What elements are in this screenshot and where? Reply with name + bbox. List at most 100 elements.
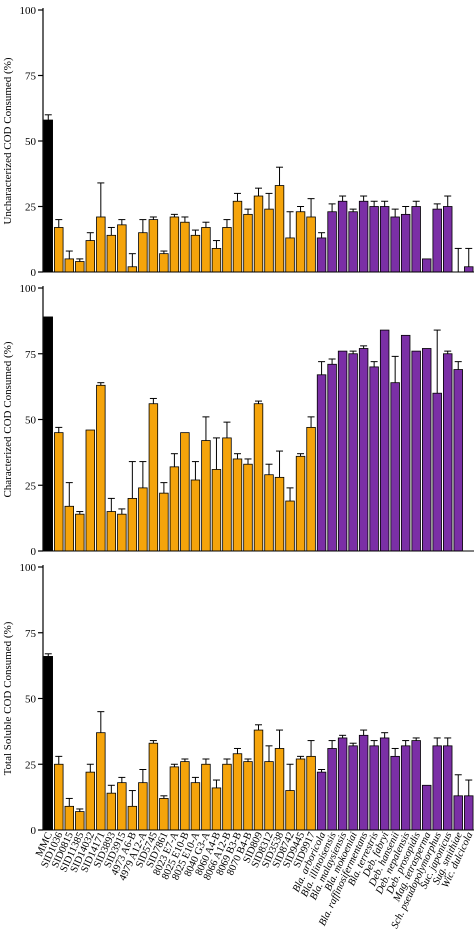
bar-panel2-5 bbox=[96, 384, 106, 552]
bar-panel2-11 bbox=[159, 492, 169, 552]
bar-panel2-21 bbox=[264, 474, 274, 552]
bar-panel2-20 bbox=[253, 403, 264, 552]
bar-panel1-18 bbox=[232, 200, 243, 273]
bar-panel1-14 bbox=[190, 234, 201, 273]
bar-panel2-12 bbox=[169, 466, 180, 552]
bar-panel1-12 bbox=[169, 216, 180, 273]
bar-panel1-29 bbox=[348, 211, 358, 273]
bar-panel1-11 bbox=[159, 253, 169, 273]
bar-panel2-27 bbox=[327, 363, 337, 552]
bar-panel1-28 bbox=[337, 200, 348, 273]
bar-panel2-35 bbox=[411, 350, 421, 552]
bar-panel1-27 bbox=[327, 211, 337, 273]
bar-panel3-11 bbox=[159, 798, 169, 831]
bar-panel3-15 bbox=[201, 763, 211, 831]
y-tick-label-panel1-100: 100 bbox=[20, 5, 37, 17]
bar-panel1-37 bbox=[432, 208, 442, 273]
bar-panel3-36 bbox=[421, 784, 432, 831]
bar-panel1-13 bbox=[180, 221, 190, 273]
bar-panel1-16 bbox=[211, 248, 222, 273]
bar-panel2-14 bbox=[190, 479, 201, 552]
bar-panel1-40 bbox=[464, 266, 474, 273]
bar-panel3-31 bbox=[369, 745, 379, 831]
bar-panel3-6 bbox=[106, 792, 117, 831]
bar-panel3-33 bbox=[390, 755, 400, 831]
bar-panel2-34 bbox=[400, 334, 411, 552]
bar-panel2-37 bbox=[432, 392, 442, 552]
bar-panel3-37 bbox=[432, 745, 442, 831]
bar-panel2-17 bbox=[222, 437, 232, 552]
bar-panel2-22 bbox=[274, 476, 285, 552]
bar-panel2-8 bbox=[127, 497, 138, 552]
y-tick-label-panel2-100: 100 bbox=[20, 283, 37, 295]
bar-panel3-1 bbox=[54, 763, 64, 831]
bar-panel2-6 bbox=[106, 511, 117, 552]
bar-panel3-23 bbox=[285, 790, 295, 831]
bar-panel1-30 bbox=[358, 200, 369, 273]
bar-panel1-0 bbox=[43, 119, 53, 273]
bar-panel3-4 bbox=[85, 771, 96, 831]
y-tick-label-panel3-100: 100 bbox=[20, 562, 37, 574]
bar-panel1-4 bbox=[85, 240, 96, 273]
bar-panel3-8 bbox=[127, 805, 138, 831]
bar-panel2-19 bbox=[243, 463, 253, 552]
y-tick-label-panel2-75: 75 bbox=[25, 349, 37, 361]
bar-panel1-32 bbox=[379, 206, 390, 273]
bar-panel1-5 bbox=[96, 216, 106, 273]
bar-panel1-35 bbox=[411, 206, 421, 273]
bar-panel2-7 bbox=[117, 513, 127, 552]
bar-panel2-0 bbox=[43, 316, 53, 552]
bar-panel3-24 bbox=[295, 758, 306, 831]
bar-panel1-20 bbox=[253, 195, 264, 273]
y-tick-label-panel3-25: 25 bbox=[25, 759, 37, 771]
bar-panel1-10 bbox=[148, 219, 159, 273]
bar-panel2-3 bbox=[75, 513, 85, 552]
bar-panel2-24 bbox=[295, 455, 306, 552]
bar-panel3-5 bbox=[96, 732, 106, 831]
bar-panel1-25 bbox=[306, 216, 316, 273]
y-axis-label-panel2: Characterized COD Consumed (%) bbox=[2, 341, 14, 497]
bar-panel3-29 bbox=[348, 745, 358, 831]
bar-panel1-38 bbox=[443, 206, 453, 273]
y-tick-label-panel1-0: 0 bbox=[31, 267, 37, 279]
bar-panel2-1 bbox=[54, 432, 64, 552]
bar-panel2-33 bbox=[390, 382, 400, 552]
bar-panel1-19 bbox=[243, 213, 253, 273]
y-tick-label-panel1-75: 75 bbox=[25, 71, 37, 83]
bar-panel2-26 bbox=[316, 374, 327, 552]
bar-panel2-31 bbox=[369, 366, 379, 552]
bar-panel2-32 bbox=[379, 329, 390, 552]
y-axis-label-panel1: Uncharacterized COD Consumed (%) bbox=[2, 57, 14, 224]
bar-panel2-39 bbox=[453, 369, 463, 552]
bar-panel2-13 bbox=[180, 432, 190, 552]
bar-panel1-31 bbox=[369, 206, 379, 273]
bar-panel2-29 bbox=[348, 353, 358, 552]
bar-panel2-16 bbox=[211, 469, 222, 552]
y-tick-label-panel3-50: 50 bbox=[25, 694, 37, 706]
bar-panel3-22 bbox=[274, 748, 285, 831]
bar-panel3-26 bbox=[316, 771, 327, 831]
bar-panel2-36 bbox=[421, 348, 432, 552]
bar-panel3-10 bbox=[148, 742, 159, 831]
bar-panel3-7 bbox=[117, 782, 127, 831]
bar-panel1-17 bbox=[222, 227, 232, 273]
bar-panel3-34 bbox=[400, 745, 411, 831]
bar-panel3-2 bbox=[64, 805, 74, 831]
bar-panel3-39 bbox=[453, 795, 463, 831]
bar-panel3-14 bbox=[190, 782, 201, 831]
bar-panel2-23 bbox=[285, 500, 295, 552]
bar-panel3-12 bbox=[169, 766, 180, 831]
bar-panel1-33 bbox=[390, 216, 400, 273]
bar-panel1-6 bbox=[106, 234, 117, 273]
bar-panel2-9 bbox=[138, 487, 148, 552]
bar-panel1-15 bbox=[201, 227, 211, 273]
bar-panel3-13 bbox=[180, 761, 190, 831]
bar-panel3-27 bbox=[327, 748, 337, 831]
bar-panel3-3 bbox=[75, 811, 85, 831]
bar-panel1-23 bbox=[285, 237, 295, 273]
y-tick-label-panel1-50: 50 bbox=[25, 136, 37, 148]
bar-panel3-0 bbox=[43, 656, 53, 831]
bar-panel3-28 bbox=[337, 737, 348, 831]
y-tick-label-panel2-50: 50 bbox=[25, 415, 37, 427]
